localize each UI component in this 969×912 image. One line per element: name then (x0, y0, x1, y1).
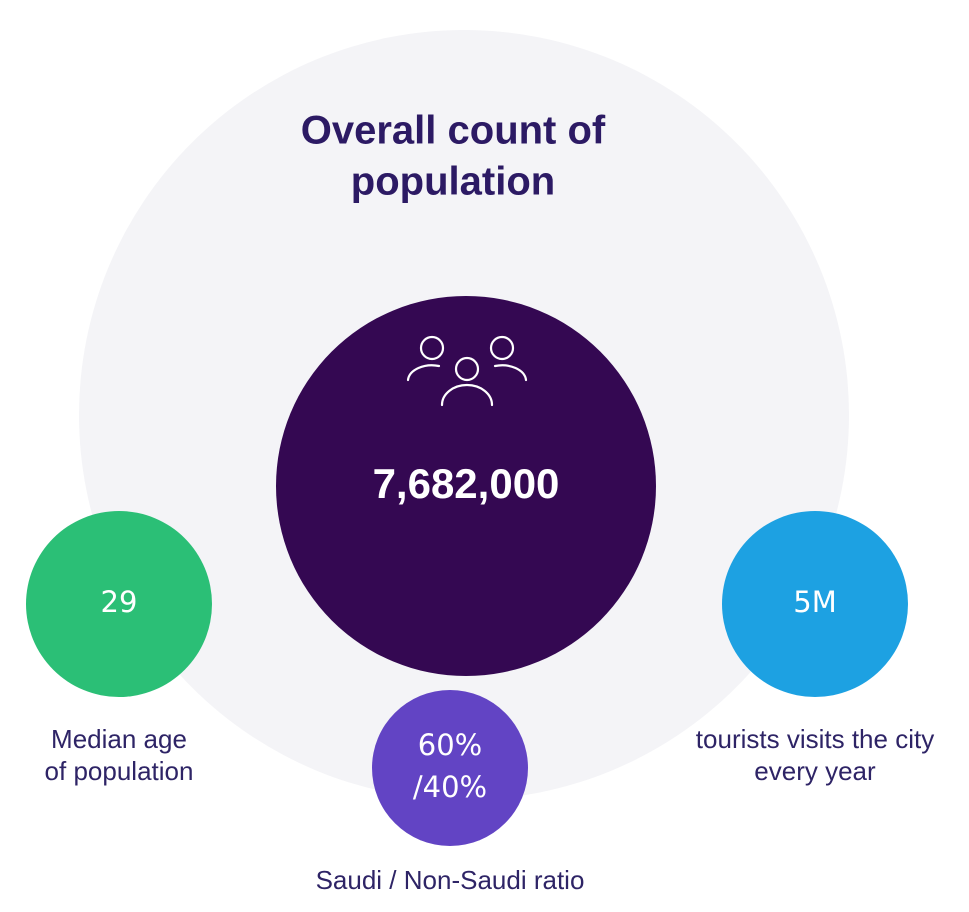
stat-value: 60% (418, 728, 482, 762)
stat-circle (26, 511, 212, 697)
stat-value: 29 (101, 585, 138, 619)
stat-value: 5M (793, 585, 836, 619)
title: population (351, 160, 555, 204)
title: Overall count of (301, 109, 606, 153)
stat-label: Saudi / Non-Saudi ratio (316, 865, 585, 895)
stat-circle (372, 690, 528, 846)
stat-value: /40% (413, 770, 487, 804)
stat-label: every year (754, 756, 876, 786)
people-icon (406, 335, 528, 407)
main-value: 7,682,000 (373, 460, 560, 507)
stat-label: Median age (51, 724, 187, 754)
stat-circle (722, 511, 908, 697)
stat-label: of population (45, 756, 194, 786)
stat-label: tourists visits the city (696, 724, 934, 754)
main-circle (276, 296, 656, 676)
